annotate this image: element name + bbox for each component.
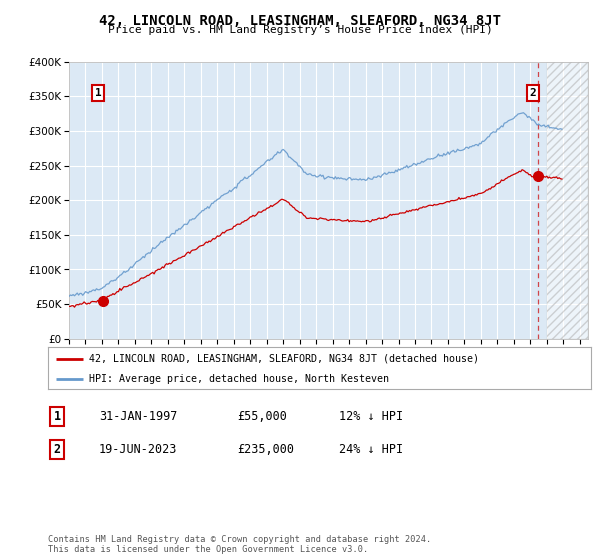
Text: 12% ↓ HPI: 12% ↓ HPI <box>339 410 403 423</box>
Text: 31-JAN-1997: 31-JAN-1997 <box>99 410 178 423</box>
Text: HPI: Average price, detached house, North Kesteven: HPI: Average price, detached house, Nort… <box>89 374 389 384</box>
Text: 19-JUN-2023: 19-JUN-2023 <box>99 443 178 456</box>
Text: 24% ↓ HPI: 24% ↓ HPI <box>339 443 403 456</box>
Text: 42, LINCOLN ROAD, LEASINGHAM, SLEAFORD, NG34 8JT (detached house): 42, LINCOLN ROAD, LEASINGHAM, SLEAFORD, … <box>89 354 479 364</box>
Text: £55,000: £55,000 <box>237 410 287 423</box>
Text: Contains HM Land Registry data © Crown copyright and database right 2024.
This d: Contains HM Land Registry data © Crown c… <box>48 535 431 554</box>
Text: 1: 1 <box>53 410 61 423</box>
Text: Price paid vs. HM Land Registry’s House Price Index (HPI): Price paid vs. HM Land Registry’s House … <box>107 25 493 35</box>
Text: 42, LINCOLN ROAD, LEASINGHAM, SLEAFORD, NG34 8JT: 42, LINCOLN ROAD, LEASINGHAM, SLEAFORD, … <box>99 14 501 28</box>
Text: 2: 2 <box>53 443 61 456</box>
Text: £235,000: £235,000 <box>237 443 294 456</box>
Text: 1: 1 <box>95 88 102 98</box>
Text: 2: 2 <box>530 88 536 98</box>
